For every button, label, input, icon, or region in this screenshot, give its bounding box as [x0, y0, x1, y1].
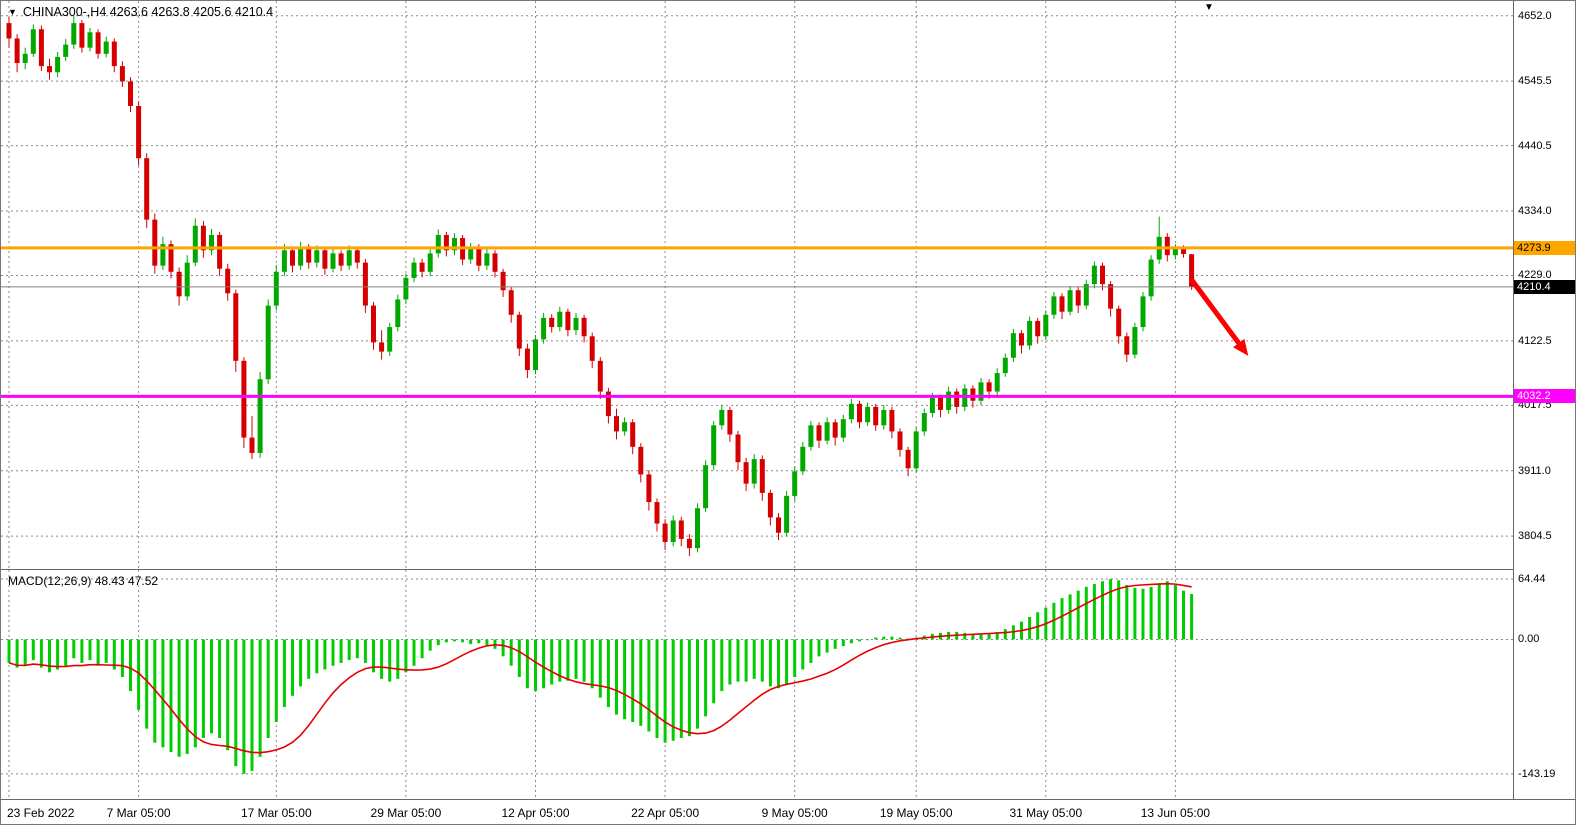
macd-axis-label: 64.44 [1518, 572, 1546, 585]
time-axis-label: 23 Feb 2022 [7, 806, 75, 820]
price-axis-label: 4652.0 [1518, 9, 1552, 22]
time-axis-label: 12 Apr 05:00 [501, 806, 570, 820]
price-tag-4273.9: 4273.9 [1514, 240, 1575, 255]
price-axis[interactable]: 4652.0 4545.5 4440.5 4334.0 4229.0 4122.5 4017… [1513, 1, 1575, 799]
price-axis-label: 4440.5 [1518, 139, 1552, 152]
symbol-info: ▼ CHINA300-,H4 4263.6 4263.8 4205.6 4210… [8, 5, 273, 19]
time-axis-label: 13 Jun 05:00 [1140, 806, 1211, 820]
one-click-trading-toggle-icon[interactable]: ▼ [8, 6, 17, 17]
price-axis-label: 3911.0 [1518, 464, 1551, 477]
time-axis-label: 31 May 05:00 [1009, 806, 1083, 820]
time-axis-label: 17 Mar 05:00 [240, 806, 312, 820]
macd-signal-line [8, 582, 1192, 754]
price-tag-4210.4: 4210.4 [1514, 279, 1575, 294]
main-gridlines [1, 1, 1513, 569]
price-axis-label: 4122.5 [1518, 334, 1552, 347]
time-axis-label: 29 Mar 05:00 [370, 806, 442, 820]
time-axis-label: 7 Mar 05:00 [106, 806, 171, 820]
time-axis-label: 19 May 05:00 [879, 806, 953, 820]
time-axis-label: 9 May 05:00 [761, 806, 828, 820]
price-axis-label: 4229.0 [1518, 269, 1552, 282]
price-tag-4032.2: 4032.2 [1514, 389, 1575, 404]
time-axis[interactable]: 23 Feb 2022 7 Mar 05:00 17 Mar 05:00 29 Mar… [1, 799, 1575, 824]
price-axis-label: 4545.5 [1518, 75, 1552, 88]
macd-axis-label: 0.00 [1518, 633, 1540, 646]
macd-gridlines [1, 570, 1513, 799]
candlestick-chart[interactable] [1, 1, 1513, 569]
macd-axis-label: -143.19 [1518, 767, 1556, 780]
macd-label: MACD(12,26,9) 48.43 47.52 [8, 574, 159, 588]
trend-arrow[interactable] [1189, 278, 1249, 356]
macd-pane[interactable] [1, 570, 1513, 799]
pane-divider[interactable] [1, 569, 1575, 570]
ohlc-title: CHINA300-,H4 4263.6 4263.8 4205.6 4210.4 [22, 5, 274, 19]
price-axis-label: 4334.0 [1518, 205, 1552, 217]
price-axis-label: 3804.5 [1518, 530, 1552, 543]
chart-shift-icon[interactable]: ▼ [1204, 2, 1214, 13]
time-axis-label: 22 Apr 05:00 [631, 806, 700, 820]
macd-histogram [7, 578, 1194, 774]
candlestick-series [6, 15, 1195, 557]
